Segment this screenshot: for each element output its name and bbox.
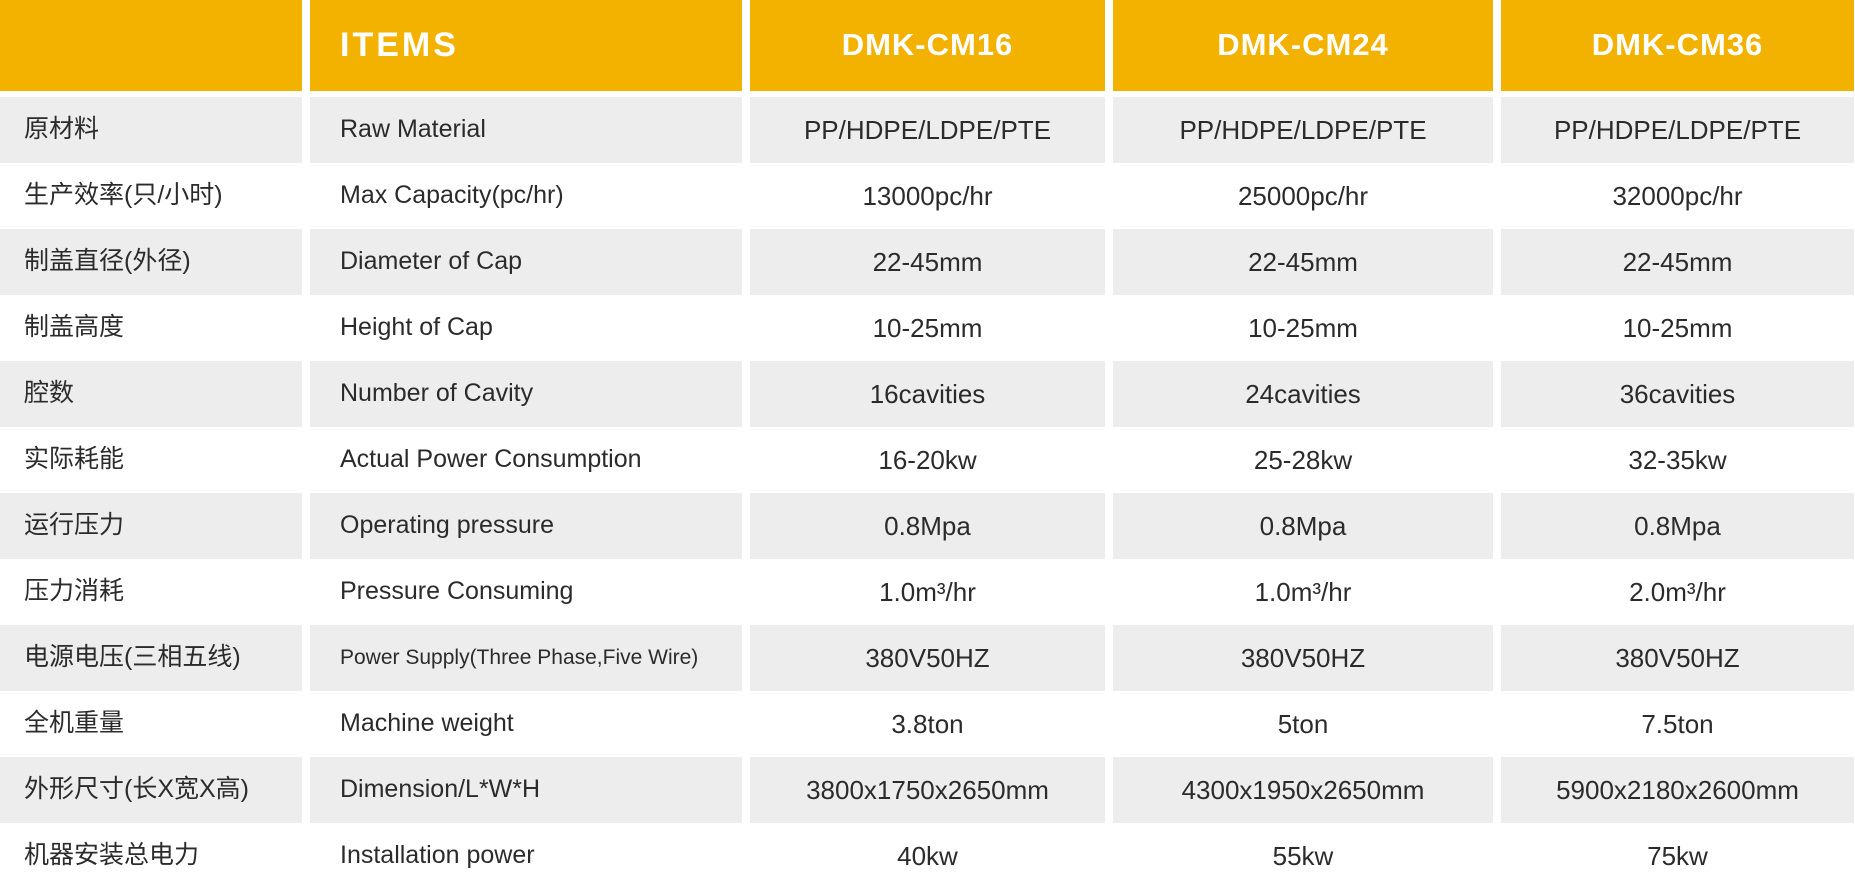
header-model-dmk-cm16: DMK-CM16 bbox=[750, 0, 1105, 97]
spec-row-power-consumption-value-cm36: 32-35kw bbox=[1628, 444, 1727, 475]
spec-row-pressure-consuming-value-cm24: 1.0m³/hr bbox=[1254, 576, 1352, 607]
spec-row-dimension-en-label: Dimension/L*W*H bbox=[310, 757, 742, 823]
spec-row-raw-material-value-cm24: PP/HDPE/LDPE/PTE bbox=[1113, 97, 1493, 163]
spec-row-operating-pressure-value-cm36: 0.8Mpa bbox=[1501, 493, 1854, 559]
spec-row-machine-weight-value-cm36: 7.5ton bbox=[1641, 708, 1714, 739]
spec-row-operating-pressure-value-cm24: 0.8Mpa bbox=[1113, 493, 1493, 559]
spec-row-cap-diameter-cn-label: 制盖直径(外径) bbox=[0, 229, 302, 295]
spec-row-cap-diameter-value-cm24: 22-45mm bbox=[1113, 229, 1493, 295]
spec-row-installation-power-en-label: Installation power bbox=[340, 841, 535, 870]
spec-row-power-consumption-cn-label: 实际耗能 bbox=[24, 445, 125, 474]
spec-row-dimension-cn-label: 外形尺寸(长X宽X高) bbox=[0, 757, 302, 823]
spec-row-pressure-consuming-cn-label: 压力消耗 bbox=[24, 577, 125, 606]
spec-row-cap-diameter-value-cm36: 22-45mm bbox=[1501, 229, 1854, 295]
header-model-dmk-cm36: DMK-CM36 bbox=[1501, 0, 1854, 97]
spec-row-operating-pressure-value-cm16: 0.8Mpa bbox=[750, 493, 1105, 559]
header-items-label: ITEMS bbox=[310, 0, 742, 97]
spec-row-power-consumption-value-cm16: 16-20kw bbox=[878, 444, 977, 475]
spec-row-operating-pressure-en-label: Operating pressure bbox=[310, 493, 742, 559]
spec-row-max-capacity-cn-label: 生产效率(只/小时) bbox=[24, 181, 223, 210]
spec-row-cap-diameter-value-cm16: 22-45mm bbox=[750, 229, 1105, 295]
spec-row-installation-power-value-cm36: 75kw bbox=[1647, 840, 1708, 871]
spec-row-installation-power-cn-label: 机器安装总电力 bbox=[24, 841, 200, 870]
spec-row-machine-weight-value-cm16: 3.8ton bbox=[891, 708, 964, 739]
spec-row-machine-weight-en-label: Machine weight bbox=[340, 709, 514, 738]
spec-row-power-supply-value-cm36: 380V50HZ bbox=[1501, 625, 1854, 691]
spec-row-power-consumption-en-label: Actual Power Consumption bbox=[340, 445, 642, 474]
header-model-dmk-cm24: DMK-CM24 bbox=[1113, 0, 1493, 97]
spec-row-power-supply-value-cm24: 380V50HZ bbox=[1113, 625, 1493, 691]
spec-row-pressure-consuming-value-cm36: 2.0m³/hr bbox=[1629, 576, 1726, 607]
spec-row-power-supply-value-cm16: 380V50HZ bbox=[750, 625, 1105, 691]
spec-row-power-supply-cn-label: 电源电压(三相五线) bbox=[0, 625, 302, 691]
spec-row-cavity-number-value-cm16: 16cavities bbox=[750, 361, 1105, 427]
spec-row-power-consumption-value-cm24: 25-28kw bbox=[1253, 444, 1353, 475]
spec-row-raw-material-value-cm16: PP/HDPE/LDPE/PTE bbox=[750, 97, 1105, 163]
spec-row-raw-material-en-label: Raw Material bbox=[310, 97, 742, 163]
spec-row-machine-weight-cn-label: 全机重量 bbox=[24, 709, 125, 738]
spec-row-installation-power-value-cm16: 40kw bbox=[897, 840, 958, 871]
spec-row-cap-height-value-cm16: 10-25mm bbox=[872, 312, 983, 343]
spec-row-dimension-value-cm16: 3800x1750x2650mm bbox=[750, 757, 1105, 823]
spec-row-raw-material-value-cm36: PP/HDPE/LDPE/PTE bbox=[1501, 97, 1854, 163]
spec-row-cap-diameter-en-label: Diameter of Cap bbox=[310, 229, 742, 295]
spec-row-pressure-consuming-value-cm16: 1.0m³/hr bbox=[879, 576, 976, 607]
spec-row-cap-height-en-label: Height of Cap bbox=[340, 313, 493, 342]
spec-row-max-capacity-en-label: Max Capacity(pc/hr) bbox=[340, 181, 564, 210]
spec-row-cavity-number-cn-label: 腔数 bbox=[0, 361, 302, 427]
spec-row-cavity-number-value-cm36: 36cavities bbox=[1501, 361, 1854, 427]
spec-row-cap-height-value-cm36: 10-25mm bbox=[1622, 312, 1733, 343]
spec-row-machine-weight-value-cm24: 5ton bbox=[1277, 708, 1329, 739]
spec-row-cavity-number-value-cm24: 24cavities bbox=[1113, 361, 1493, 427]
spec-row-dimension-value-cm24: 4300x1950x2650mm bbox=[1113, 757, 1493, 823]
spec-row-cavity-number-en-label: Number of Cavity bbox=[310, 361, 742, 427]
spec-row-max-capacity-value-cm24: 25000pc/hr bbox=[1237, 180, 1369, 211]
spec-row-pressure-consuming-en-label: Pressure Consuming bbox=[340, 577, 574, 606]
spec-row-raw-material-cn-label: 原材料 bbox=[0, 97, 302, 163]
spec-row-installation-power-value-cm24: 55kw bbox=[1272, 840, 1334, 871]
spec-row-power-supply-en-label: Power Supply(Three Phase,Five Wire) bbox=[310, 625, 742, 691]
spec-row-operating-pressure-cn-label: 运行压力 bbox=[0, 493, 302, 559]
spec-row-cap-height-cn-label: 制盖高度 bbox=[24, 313, 125, 342]
spec-row-cap-height-value-cm24: 10-25mm bbox=[1248, 312, 1358, 343]
header-corner-cell bbox=[0, 0, 302, 97]
spec-row-max-capacity-value-cm36: 32000pc/hr bbox=[1612, 180, 1743, 211]
spec-row-max-capacity-value-cm16: 13000pc/hr bbox=[862, 180, 993, 211]
spec-row-dimension-value-cm36: 5900x2180x2600mm bbox=[1501, 757, 1854, 823]
